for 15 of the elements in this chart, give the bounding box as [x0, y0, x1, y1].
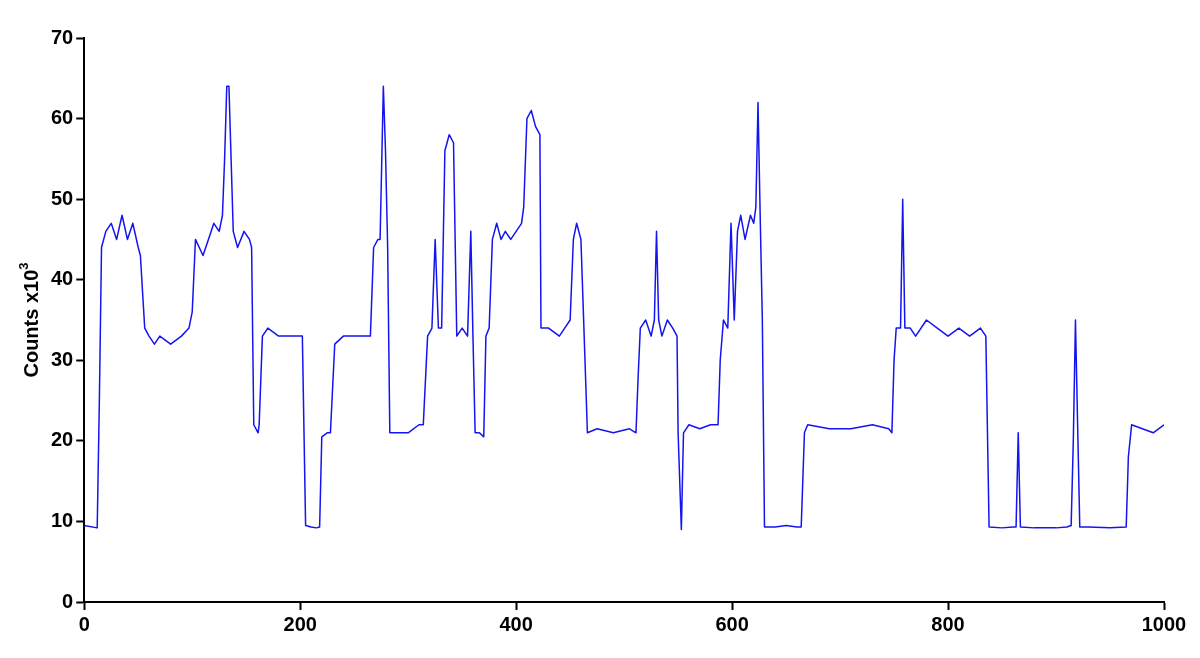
x-tick-label: 600: [715, 612, 749, 635]
y-tick-label: 40: [51, 267, 74, 290]
x-tick-label: 400: [499, 612, 533, 635]
y-tick-label: 50: [51, 186, 74, 209]
y-tick-label: 30: [51, 347, 74, 370]
x-tick-label: 800: [931, 612, 965, 635]
y-tick-label: 20: [51, 428, 74, 451]
x-tick-label: 1000: [1141, 612, 1187, 635]
x-tick-label: 200: [283, 612, 317, 635]
y-tick-label: 10: [51, 508, 74, 531]
x-tick-label: 0: [78, 612, 90, 635]
y-tick-label: 70: [51, 25, 74, 48]
y-tick-label: 60: [51, 106, 74, 129]
y-axis-title: Counts x103: [15, 262, 42, 378]
y-tick-label: 0: [62, 589, 74, 612]
